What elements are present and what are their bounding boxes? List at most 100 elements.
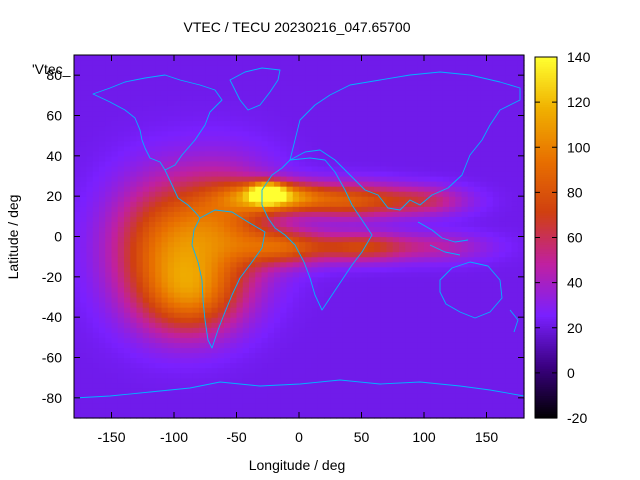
heatmap-cell — [99, 402, 106, 409]
heatmap-cell — [105, 312, 113, 318]
heatmap-cell — [274, 165, 281, 172]
heatmap-cell — [349, 382, 356, 389]
heatmap-cell — [280, 135, 288, 142]
heatmap-cell — [92, 302, 100, 308]
heatmap-cell — [205, 201, 213, 207]
heatmap-cell — [424, 221, 431, 228]
heatmap-cell — [217, 186, 225, 192]
heatmap-cell — [180, 226, 188, 233]
heatmap-cell — [117, 65, 125, 71]
heatmap-cell — [92, 402, 100, 409]
heatmap-cell — [186, 397, 194, 404]
heatmap-cell — [249, 266, 256, 273]
heatmap-cell — [461, 115, 469, 122]
heatmap-cell — [149, 387, 156, 394]
heatmap-cell — [361, 312, 369, 318]
heatmap-cell — [180, 312, 188, 318]
heatmap-cell — [217, 110, 225, 117]
heatmap-cell — [442, 196, 450, 202]
heatmap-cell — [499, 332, 506, 338]
heatmap-cell — [342, 105, 350, 112]
heatmap-cell — [74, 105, 81, 112]
heatmap-cell — [461, 337, 469, 343]
heatmap-cell — [249, 297, 256, 303]
heatmap-cell — [249, 140, 256, 147]
heatmap-cell — [367, 402, 375, 409]
heatmap-cell — [424, 271, 431, 278]
heatmap-cell — [92, 367, 100, 374]
heatmap-cell — [149, 271, 156, 278]
heatmap-cell — [430, 176, 438, 182]
heatmap-cell — [130, 352, 138, 359]
heatmap-cell — [199, 231, 206, 238]
heatmap-cell — [74, 271, 81, 278]
heatmap-cell — [305, 155, 313, 162]
heatmap-cell — [130, 387, 138, 394]
heatmap-cell — [330, 327, 338, 333]
heatmap-cell — [230, 347, 238, 354]
heatmap-cell — [292, 407, 300, 414]
heatmap-cell — [92, 140, 100, 147]
heatmap-cell — [192, 352, 200, 359]
heatmap-cell — [474, 256, 481, 263]
heatmap-cell — [480, 95, 488, 101]
heatmap-cell — [361, 407, 369, 414]
heatmap-cell — [355, 135, 363, 142]
heatmap-cell — [86, 216, 94, 222]
heatmap-cell — [217, 387, 225, 394]
heatmap-cell — [324, 352, 331, 359]
heatmap-cell — [305, 347, 313, 354]
heatmap-cell — [186, 221, 194, 228]
heatmap-cell — [174, 55, 181, 61]
heatmap-cell — [342, 125, 350, 132]
heatmap-cell — [467, 281, 475, 288]
heatmap-cell — [386, 281, 394, 288]
heatmap-cell — [392, 186, 400, 192]
heatmap-cell — [199, 75, 206, 81]
heatmap-cell — [349, 367, 356, 374]
heatmap-cell — [336, 160, 344, 167]
heatmap-cell — [480, 65, 488, 71]
heatmap-cell — [299, 327, 306, 333]
heatmap-cell — [449, 55, 456, 61]
heatmap-cell — [211, 75, 219, 81]
heatmap-cell — [117, 221, 125, 228]
heatmap-cell — [317, 95, 325, 101]
heatmap-cell — [255, 327, 263, 333]
heatmap-cell — [324, 95, 331, 101]
heatmap-cell — [417, 266, 425, 273]
heatmap-cell — [380, 377, 388, 384]
heatmap-cell — [255, 261, 263, 268]
heatmap-cell — [136, 55, 144, 61]
heatmap-cell — [186, 85, 194, 91]
heatmap-cell — [417, 120, 425, 127]
heatmap-cell — [317, 327, 325, 333]
heatmap-cell — [149, 226, 156, 233]
heatmap-cell — [99, 100, 106, 107]
heatmap-cell — [392, 120, 400, 127]
heatmap-cell — [367, 115, 375, 122]
heatmap-cell — [474, 186, 481, 192]
heatmap-cell — [249, 352, 256, 359]
heatmap-cell — [455, 241, 463, 248]
heatmap-cell — [436, 312, 444, 318]
heatmap-cell — [380, 372, 388, 379]
heatmap-cell — [436, 145, 444, 152]
heatmap-cell — [236, 145, 244, 152]
heatmap-cell — [230, 382, 238, 389]
heatmap-cell — [236, 322, 244, 328]
heatmap-cell — [174, 246, 181, 253]
heatmap-cell — [74, 226, 81, 233]
heatmap-cell — [299, 372, 306, 379]
heatmap-cell — [355, 95, 363, 101]
heatmap-cell — [417, 216, 425, 222]
heatmap-cell — [430, 246, 438, 253]
heatmap-cell — [105, 387, 113, 394]
heatmap-cell — [105, 216, 113, 222]
heatmap-cell — [142, 271, 150, 278]
heatmap-cell — [99, 246, 106, 253]
heatmap-cell — [124, 110, 131, 117]
heatmap-cell — [174, 407, 181, 414]
heatmap-cell — [324, 412, 331, 419]
heatmap-cell — [74, 297, 81, 303]
